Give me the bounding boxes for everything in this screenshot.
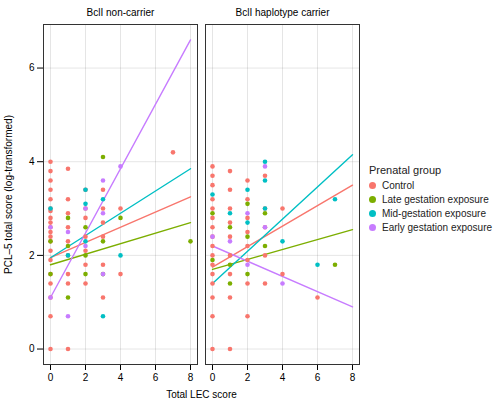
svg-text:0: 0 xyxy=(210,372,216,383)
svg-text:8: 8 xyxy=(350,372,356,383)
svg-text:6: 6 xyxy=(29,62,35,73)
svg-text:Total LEC score: Total LEC score xyxy=(166,389,237,400)
svg-text:2: 2 xyxy=(29,250,35,261)
svg-text:4: 4 xyxy=(118,372,124,383)
svg-text:4: 4 xyxy=(29,156,35,167)
svg-text:2: 2 xyxy=(245,372,251,383)
html-text:Control: Control xyxy=(382,180,415,191)
svg-text:BclI non-carrier: BclI non-carrier xyxy=(87,7,155,18)
html-text:Mid-gestation exposure: Mid-gestation exposure xyxy=(382,208,486,219)
html-text:Prenatal group: Prenatal group xyxy=(369,164,442,176)
svg-text:0: 0 xyxy=(48,372,54,383)
html-text:Early gestation exposure: Early gestation exposure xyxy=(382,222,493,233)
html-text:Late gestation exposure: Late gestation exposure xyxy=(382,194,489,205)
svg-text:6: 6 xyxy=(315,372,321,383)
svg-text:PCL–5 total score (log-transfo: PCL–5 total score (log-transformed) xyxy=(3,115,14,274)
svg-text:BclI haplotype carrier: BclI haplotype carrier xyxy=(236,7,331,18)
svg-text:6: 6 xyxy=(153,372,159,383)
svg-text:2: 2 xyxy=(83,372,89,383)
svg-text:0: 0 xyxy=(29,343,35,354)
svg-text:8: 8 xyxy=(188,372,194,383)
svg-text:4: 4 xyxy=(280,372,286,383)
